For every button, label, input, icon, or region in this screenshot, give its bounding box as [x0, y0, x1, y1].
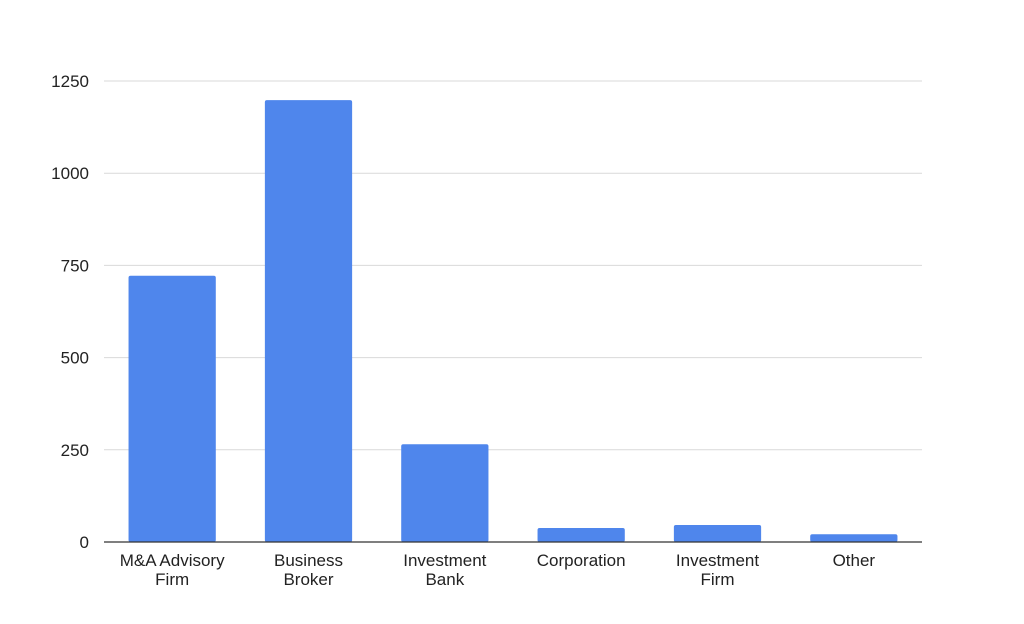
gridlines	[104, 80, 922, 451]
x-category-label: Investment Firm	[676, 551, 759, 589]
x-category-label: Investment Bank	[403, 551, 486, 589]
x-category-label: Corporation	[537, 551, 626, 570]
x-category-label-line: Broker	[283, 570, 333, 589]
bars	[128, 100, 898, 542]
bar	[128, 275, 216, 542]
x-category-label-line: Investment	[676, 551, 759, 570]
bar	[264, 100, 353, 542]
y-axis-tick-labels: 0 250 500 750 1000 1250	[51, 72, 89, 552]
bar	[673, 525, 762, 542]
bar	[401, 444, 489, 542]
y-tick-label: 750	[61, 256, 89, 275]
y-tick-label: 250	[61, 441, 89, 460]
x-category-label-line: Investment	[403, 551, 486, 570]
x-category-label-line: M&A Advisory	[120, 551, 225, 570]
x-category-label-line: Business	[274, 551, 343, 570]
x-category-label-line: Other	[833, 551, 876, 570]
x-category-label-line: Firm	[155, 570, 189, 589]
bar	[810, 534, 898, 542]
y-tick-label: 1000	[51, 164, 89, 183]
bar	[537, 527, 625, 542]
x-category-label: Business Broker	[274, 551, 343, 589]
y-tick-label: 0	[80, 533, 89, 552]
y-tick-label: 1250	[51, 72, 89, 91]
x-category-label-line: Firm	[701, 570, 735, 589]
x-category-label-line: Bank	[425, 570, 464, 589]
y-tick-label: 500	[61, 349, 89, 368]
x-category-label: M&A Advisory Firm	[120, 551, 225, 589]
x-category-label: Other	[833, 551, 876, 570]
x-category-label-line: Corporation	[537, 551, 626, 570]
